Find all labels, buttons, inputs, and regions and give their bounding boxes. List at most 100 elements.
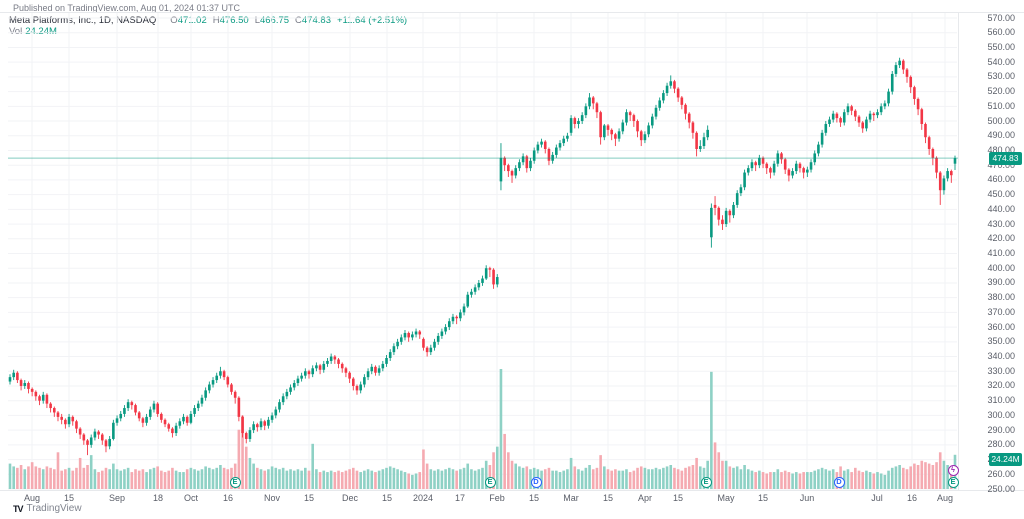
volume-bar xyxy=(828,470,831,489)
candle-body xyxy=(584,106,588,116)
candle-body xyxy=(219,371,222,376)
candle-body xyxy=(820,132,824,145)
volume-bar xyxy=(883,474,887,489)
volume-bar xyxy=(385,467,388,489)
candle-body xyxy=(274,409,278,416)
volume-bar xyxy=(215,467,219,489)
tradingview-attribution[interactable]: TV TradingView xyxy=(13,503,82,514)
volume-bar xyxy=(794,472,798,489)
candle-body xyxy=(211,380,215,385)
volume-bar xyxy=(237,429,241,489)
candle-body xyxy=(591,97,595,104)
volume-bar xyxy=(89,455,93,489)
candle-body xyxy=(270,415,274,420)
volume-bar xyxy=(861,472,865,489)
volume-bar xyxy=(695,457,698,489)
candle-body xyxy=(669,81,673,86)
candle-body xyxy=(248,430,252,439)
candle-body xyxy=(67,416,71,425)
volume-bar xyxy=(588,465,591,489)
candle-body xyxy=(455,316,458,319)
volume-bar xyxy=(263,470,267,489)
earnings-marker[interactable]: E xyxy=(229,476,241,488)
volume-bar xyxy=(817,469,820,489)
price-tick-label: 560.00 xyxy=(987,27,1015,38)
volume-bar xyxy=(809,472,813,489)
dividend-marker[interactable]: D xyxy=(833,476,845,488)
candle-body xyxy=(126,402,130,409)
volume-bar xyxy=(82,467,86,489)
volume-bar xyxy=(916,465,920,489)
candle-body xyxy=(137,412,141,419)
candle-body xyxy=(772,163,776,173)
volume-bar xyxy=(942,460,946,489)
time-tick-label: 15 xyxy=(757,493,769,503)
published-line: Published on TradingView.com, Aug 01, 20… xyxy=(13,3,240,13)
candle-body xyxy=(599,112,602,138)
earnings-marker[interactable]: E xyxy=(700,476,712,488)
volume-bar xyxy=(185,469,189,489)
candle-body xyxy=(854,110,857,117)
volume-bar xyxy=(307,470,311,489)
volume-bar xyxy=(551,470,554,489)
candle-body xyxy=(787,169,791,176)
volume-bar xyxy=(285,470,289,489)
candle-body xyxy=(724,210,728,225)
candle-body xyxy=(355,385,359,391)
candle-body xyxy=(632,115,636,122)
volume-bar xyxy=(344,470,348,489)
candle-body xyxy=(495,277,499,285)
volume-bar xyxy=(813,470,817,489)
earnings-marker[interactable]: E xyxy=(484,476,496,488)
candle-body xyxy=(842,112,846,123)
time-tick-label: 16 xyxy=(906,493,918,503)
volume-bar xyxy=(721,460,724,489)
candle-body xyxy=(894,65,898,74)
candle-body xyxy=(780,153,783,160)
volume-bar xyxy=(403,472,407,489)
volume-bar xyxy=(447,467,451,489)
volume-bar xyxy=(606,469,610,489)
volume-bar xyxy=(724,460,728,489)
symbol-title: Meta Platforms, Inc., 1D, NASDAQ xyxy=(9,15,157,26)
symbol-legend[interactable]: Meta Platforms, Inc., 1D, NASDAQ O471.02 H… xyxy=(9,15,407,26)
volume-bar xyxy=(514,463,518,489)
candle-body xyxy=(300,375,303,379)
earnings-marker[interactable]: E xyxy=(947,476,959,488)
flash-marker[interactable]: ϟ xyxy=(947,464,959,476)
time-tick-label: 17 xyxy=(454,493,466,503)
volume-bar xyxy=(219,465,222,489)
candle-body xyxy=(662,93,665,101)
candle-body xyxy=(370,366,374,372)
volume-bar xyxy=(887,470,890,489)
time-tick-label: Apr xyxy=(637,493,653,503)
volume-bar xyxy=(49,467,52,489)
candle-body xyxy=(735,193,739,205)
last-price-badge: 474.83 xyxy=(989,151,1022,165)
volume-bar xyxy=(754,472,757,489)
volume-bar xyxy=(547,467,551,489)
volume-bar xyxy=(481,467,484,489)
candle-body xyxy=(902,60,905,70)
volume-bar xyxy=(492,452,495,489)
volume-bar xyxy=(913,463,916,489)
candle-body xyxy=(134,405,137,413)
time-tick-label: Jul xyxy=(871,493,883,503)
volume-bar xyxy=(141,469,145,489)
price-tick-label: 490.00 xyxy=(987,130,1015,141)
dividend-marker[interactable]: D xyxy=(530,476,542,488)
volume-bar xyxy=(399,470,403,489)
time-axis[interactable]: Aug 15 Sep 18 Oct 16 Nov 15 Dec 15 2024 17 Feb 15 Mar 1… xyxy=(0,491,1024,509)
time-tick-label: Oct xyxy=(183,493,199,503)
volume-bar xyxy=(281,467,285,489)
volume-bar xyxy=(938,452,942,489)
candle-body xyxy=(267,419,270,426)
volume-legend[interactable]: Vol 24.24M xyxy=(9,26,57,37)
price-axis[interactable]: 250.00260.00270.00280.00290.00300.00310.… xyxy=(958,0,1024,519)
volume-bar xyxy=(278,469,281,489)
volume-bar xyxy=(422,449,425,489)
volume-bar xyxy=(348,469,351,489)
volume-bar xyxy=(525,466,529,489)
